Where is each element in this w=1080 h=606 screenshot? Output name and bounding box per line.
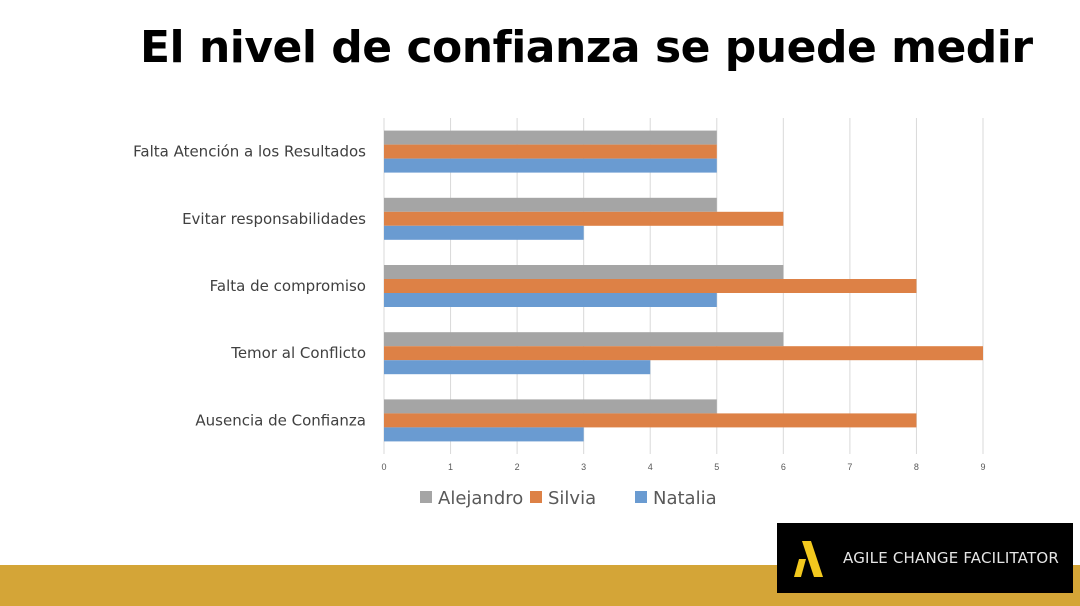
bar-alejandro <box>384 130 717 145</box>
category-label: Falta de compromiso <box>210 277 366 295</box>
legend-label: Alejandro <box>438 488 523 509</box>
bar-natalia <box>384 293 717 307</box>
bar-natalia <box>384 360 651 375</box>
x-tick-label: 9 <box>980 462 985 472</box>
x-tick-label: 6 <box>781 462 786 472</box>
x-tick-label: 0 <box>381 462 386 472</box>
bar-alejandro <box>384 197 717 212</box>
slide-title: El nivel de confianza se puede medir <box>140 22 1033 73</box>
bar-silvia <box>384 279 917 293</box>
bar-alejandro <box>384 399 717 414</box>
legend-swatch <box>530 491 542 503</box>
category-label: Ausencia de Confianza <box>195 411 366 429</box>
bar-alejandro <box>384 265 784 279</box>
bar-natalia <box>384 158 717 173</box>
logo-a-icon <box>794 541 823 577</box>
bar-silvia <box>384 413 917 428</box>
legend-swatch <box>635 491 647 503</box>
x-tick-label: 3 <box>581 462 586 472</box>
x-tick-label: 7 <box>847 462 852 472</box>
legend-swatch <box>420 491 432 503</box>
x-tick-label: 1 <box>448 462 453 472</box>
x-tick-label: 5 <box>714 462 719 472</box>
bar-silvia <box>384 346 983 361</box>
bar-silvia <box>384 211 784 226</box>
legend-label: Natalia <box>653 488 717 509</box>
logo-text: AGILE CHANGE FACILITATOR <box>843 549 1059 567</box>
bar-alejandro <box>384 332 784 347</box>
bar-natalia <box>384 427 584 442</box>
logo: AGILE CHANGE FACILITATOR <box>777 523 1073 593</box>
bar-silvia <box>384 144 717 159</box>
bar-chart: 0 1 2 3 4 5 6 7 8 9 Falta Atención a los Resultado… <box>133 118 986 509</box>
category-label: Temor al Conflicto <box>230 344 366 362</box>
x-tick-label: 4 <box>648 462 653 472</box>
x-tick-label: 2 <box>515 462 520 472</box>
category-label: Evitar responsabilidades <box>182 210 366 228</box>
x-tick-label: 8 <box>914 462 919 472</box>
legend-label: Silvia <box>548 488 596 509</box>
bar-natalia <box>384 225 584 240</box>
category-label: Falta Atención a los Resultados <box>133 143 366 161</box>
